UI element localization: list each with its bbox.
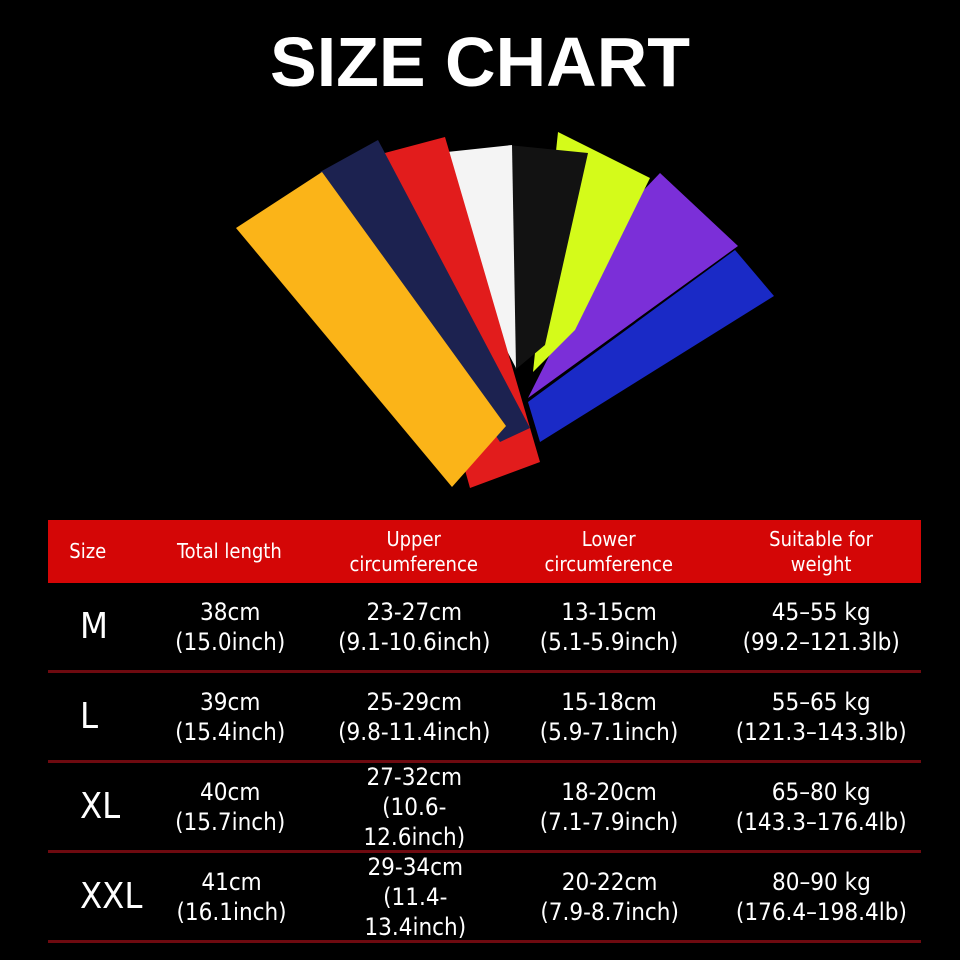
cell-lower: 18-20cm (7.1-7.9inch) xyxy=(539,777,679,836)
cell-size: XL xyxy=(80,785,121,827)
sleeve-white xyxy=(447,145,516,368)
header-total-length: Total length xyxy=(177,539,282,563)
cell-upper: 23-27cm (9.1-10.6inch) xyxy=(338,597,491,656)
header-upper-circumference: Upper circumference xyxy=(349,526,478,576)
sleeve-navy xyxy=(320,140,530,442)
cell-lower: 13-15cm (5.1-5.9inch) xyxy=(539,597,679,656)
sleeve-black xyxy=(508,145,588,370)
cell-weight: 65–80 kg (143.3–176.4lb) xyxy=(735,777,907,836)
header-lower-circumference: Lower circumference xyxy=(544,526,673,576)
cell-weight: 80–90 kg (176.4–198.4lb) xyxy=(735,867,907,926)
cell-length: 39cm (15.4inch) xyxy=(175,687,286,746)
cell-length: 38cm (15.0inch) xyxy=(175,597,286,656)
cell-size: L xyxy=(80,695,99,737)
header-weight: Suitable for weight xyxy=(769,526,874,576)
table-header: Size Total length Upper circumference Low… xyxy=(48,520,921,583)
cell-size: M xyxy=(80,605,108,647)
cell-upper: 29-34cm (11.4-13.4inch) xyxy=(364,852,467,941)
sleeve-purple xyxy=(528,173,738,398)
table-row: M 38cm (15.0inch) 23-27cm (9.1-10.6inch) 13-1… xyxy=(48,583,921,673)
cell-upper: 27-32cm (10.6-12.6inch) xyxy=(363,762,466,851)
table-row: L 39cm (15.4inch) 25-29cm (9.8-11.4inch) 15-1… xyxy=(48,673,921,763)
cell-lower: 15-18cm (5.9-7.1inch) xyxy=(539,687,679,746)
product-image-sleeves xyxy=(236,132,774,488)
sleeve-yellow xyxy=(236,172,506,487)
cell-length: 40cm (15.7inch) xyxy=(175,777,286,836)
cell-size: XXL xyxy=(80,875,143,917)
cell-weight: 45–55 kg (99.2–121.3lb) xyxy=(742,597,900,656)
cell-upper: 25-29cm (9.8-11.4inch) xyxy=(338,687,491,746)
page-title: SIZE CHART xyxy=(270,23,690,101)
table-row: XL 40cm (15.7inch) 27-32cm (10.6-12.6inch) 18… xyxy=(48,763,921,853)
size-table: Size Total length Upper circumference Low… xyxy=(48,520,921,943)
cell-lower: 20-22cm (7.9-8.7inch) xyxy=(540,867,679,926)
cell-length: 41cm (16.1inch) xyxy=(176,867,287,926)
sleeve-blue xyxy=(528,250,774,442)
header-size: Size xyxy=(69,539,107,563)
table-row: XXL 41cm (16.1inch) 29-34cm (11.4-13.4inch) 2… xyxy=(48,853,921,943)
cell-weight: 55–65 kg (121.3–143.3lb) xyxy=(735,687,907,746)
